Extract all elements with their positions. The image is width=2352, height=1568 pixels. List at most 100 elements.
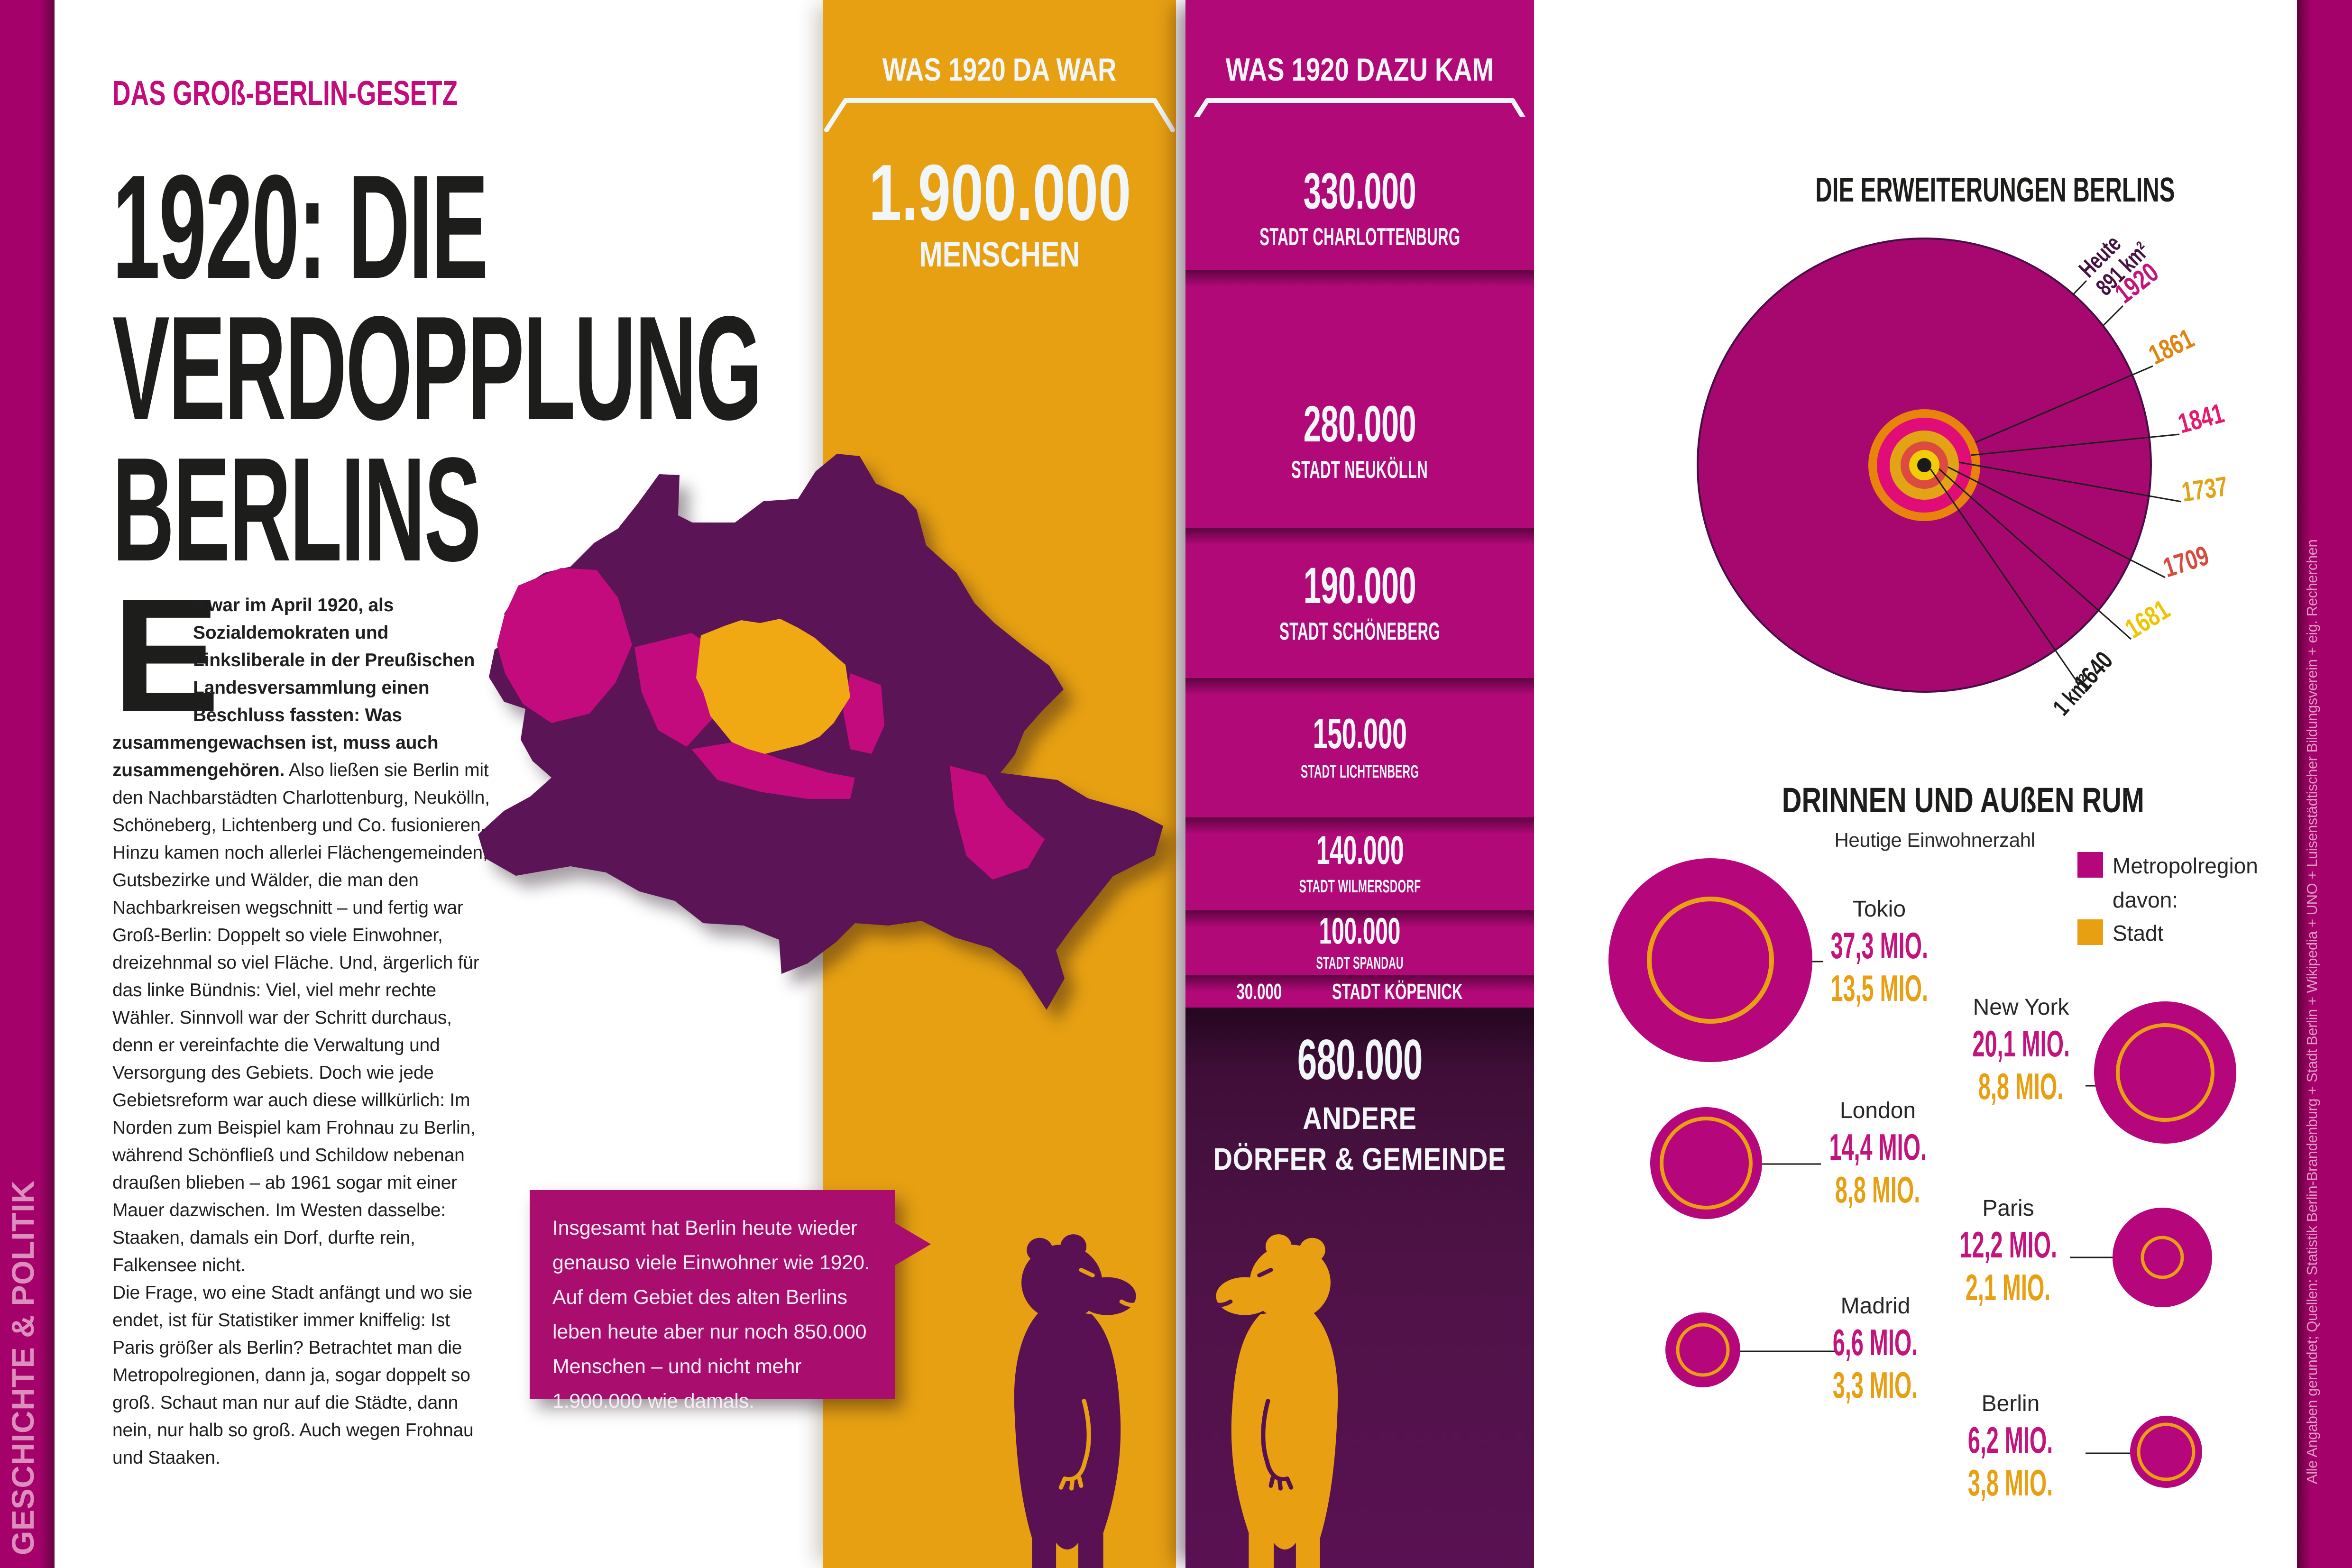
article-dropcap: E <box>112 565 220 745</box>
map-alt-berlin-center <box>696 619 850 754</box>
map-district-ost-mitte <box>843 673 884 754</box>
title-line-1: 1920: DIE <box>112 145 488 310</box>
page-kicker: DAS GROß-BERLIN-GESETZ <box>112 74 458 112</box>
left-edge-strip <box>0 0 55 1568</box>
erweiterungen-chart: Heute 891 km² 1920 1861 1841 1737 1709 1… <box>1697 230 2230 721</box>
staedte-bubbles <box>1608 858 2236 1488</box>
city-stadt-berlin: 3,8 MIO. <box>1968 1462 2053 1504</box>
block-charlottenburg-label: STADT CHARLOTTENBURG <box>1259 223 1461 251</box>
block-andere-value: 680.000 <box>1297 1028 1423 1091</box>
block-charlottenburg: 330.000 STADT CHARLOTTENBURG <box>1185 117 1534 270</box>
city-name-madrid: Madrid <box>1840 1293 1911 1319</box>
note-text: Insgesamt hat Berlin heute wieder genaus… <box>552 1217 870 1412</box>
block-wilmersdorf-value: 140.000 <box>1316 828 1404 873</box>
staedte-subtitle: Heutige Einwohnerzahl <box>1834 829 2035 851</box>
legend-label-metropolregion: Metropolregion <box>2113 853 2258 878</box>
block-spandau-label: STADT SPANDAU <box>1316 953 1404 973</box>
city-metro-london: 14,4 MIO. <box>1829 1126 1927 1168</box>
col-1920-header: WAS 1920 DA WAR <box>882 52 1117 88</box>
block-lichtenberg-value: 150.000 <box>1313 710 1407 758</box>
city-name-tokio: Tokio <box>1852 897 1906 922</box>
bubble-berlin <box>2130 1416 2202 1488</box>
cityring-london <box>1660 1117 1753 1210</box>
map-district-sued <box>691 742 855 799</box>
block-spandau-value: 100.000 <box>1319 910 1401 952</box>
map-district-spandau <box>497 568 632 723</box>
label-1737: 1737 <box>2180 471 2230 507</box>
label-1709: 1709 <box>2159 540 2213 583</box>
city-stadt-tokio: 13,5 MIO. <box>1830 967 1928 1009</box>
bubble-london <box>1650 1107 1762 1219</box>
city-metro-newyork: 20,1 MIO. <box>1972 1023 2070 1064</box>
bubble-tokio <box>1608 858 1812 1062</box>
col-dazu-header: WAS 1920 DAZU KAM <box>1225 52 1494 88</box>
note-box: Insgesamt hat Berlin heute wieder genaus… <box>530 1190 895 1412</box>
staedte-title: DRINNEN UND AUßEN RUM <box>1782 780 2145 820</box>
cityring-berlin <box>2137 1422 2196 1481</box>
article-lead: s war im April 1920, als Sozialdemokrate… <box>112 595 475 780</box>
bracket-orange <box>824 98 1175 132</box>
city-name-london: London <box>1839 1098 1916 1123</box>
block-koepenick-value: 30.000 <box>1236 979 1282 1004</box>
block-lichtenberg-label: STADT LICHTENBERG <box>1300 762 1419 782</box>
label-1841: 1841 <box>2175 398 2227 439</box>
cityring-tokio <box>1647 897 1774 1024</box>
page-title: 1920: DIE VERDOPPLUNG BERLINS <box>112 145 1231 592</box>
block-lichtenberg: 150.000 STADT LICHTENBERG <box>1185 678 1534 817</box>
bubble-newyork <box>2094 1001 2236 1144</box>
stat-1900000-unit: MENSCHEN <box>919 235 1080 274</box>
block-neukoelln-label: STADT NEUKÖLLN <box>1291 456 1428 484</box>
article-text: E s war im April 1920, als Sozialdemokra… <box>112 565 496 1472</box>
block-schoeneberg: 190.000 STADT SCHÖNEBERG <box>1185 528 1534 678</box>
city-metro-madrid: 6,6 MIO. <box>1833 1321 1918 1363</box>
label-1861: 1861 <box>2144 323 2198 370</box>
block-wilmersdorf-label: STADT WILMERSDORF <box>1299 877 1421 897</box>
section-label-vertical: GESCHICHTE & POLITIK <box>5 1180 40 1555</box>
block-charlottenburg-value: 330.000 <box>1303 162 1416 220</box>
ring-1640 <box>1917 458 1931 472</box>
block-andere-label2: DÖRFER & GEMEINDE <box>1213 1141 1507 1176</box>
erweiterungen-title: DIE ERWEITERUNGEN BERLINS <box>1815 171 2175 209</box>
article-para2: Die Frage, wo eine Stadt anfängt und wo … <box>112 1283 474 1468</box>
article-body: Also ließen sie Berlin mit den Nachbarst… <box>112 760 490 1275</box>
city-stadt-madrid: 3,3 MIO. <box>1833 1364 1918 1406</box>
cityring-paris <box>2141 1236 2184 1279</box>
legend-swatch-stadt <box>2077 919 2103 945</box>
berlin-map <box>478 454 1163 1010</box>
block-spandau: 100.000 STADT SPANDAU <box>1185 910 1534 975</box>
stat-1900000: 1.900.000 <box>869 148 1131 237</box>
legend-label-stadt: Stadt <box>2113 921 2164 945</box>
title-line-3: BERLINS <box>112 427 481 592</box>
column-dazu-kam: WAS 1920 DAZU KAM 330.000 STADT CHARLOTT… <box>1185 0 1534 1568</box>
block-neukoelln: 280.000 STADT NEUKÖLLN <box>1185 270 1534 528</box>
block-neukoelln-value: 280.000 <box>1303 395 1416 453</box>
city-stadt-london: 8,8 MIO. <box>1835 1169 1920 1210</box>
block-koepenick: 30.000 STADT KÖPENICK <box>1185 975 1534 1008</box>
cityring-newyork <box>2116 1023 2214 1122</box>
city-name-berlin: Berlin <box>1981 1391 2040 1416</box>
title-line-2: VERDOPPLUNG <box>112 286 762 451</box>
block-koepenick-label: STADT KÖPENICK <box>1332 979 1463 1004</box>
right-edge-strip <box>2297 0 2352 1568</box>
city-metro-paris: 12,2 MIO. <box>1959 1224 2057 1265</box>
city-metro-tokio: 37,3 MIO. <box>1830 925 1928 966</box>
note-arrow <box>894 1222 931 1266</box>
block-schoeneberg-value: 190.000 <box>1303 557 1416 614</box>
city-metro-berlin: 6,2 MIO. <box>1968 1419 2053 1461</box>
bracket-magenta <box>1186 98 1533 132</box>
bear-silhouette-left <box>1014 1234 1139 1568</box>
bubble-paris <box>2113 1208 2212 1307</box>
legend-swatch-metropolregion <box>2077 852 2103 878</box>
block-wilmersdorf: 140.000 STADT WILMERSDORF <box>1185 817 1534 910</box>
map-district-lichtenberg <box>950 766 1045 880</box>
city-stadt-paris: 2,1 MIO. <box>1966 1266 2051 1308</box>
city-stadt-newyork: 8,8 MIO. <box>1978 1065 2064 1107</box>
block-andere-label1: ANDERE <box>1303 1100 1417 1136</box>
col-dazu-headerzone: WAS 1920 DAZU KAM <box>1185 0 1534 117</box>
city-name-paris: Paris <box>1982 1196 2034 1221</box>
city-name-newyork: New York <box>1973 995 2069 1020</box>
bear-silhouette-right <box>1213 1234 1338 1568</box>
legend-label-davon: davon: <box>2113 888 2178 912</box>
block-schoeneberg-label: STADT SCHÖNEBERG <box>1279 618 1440 646</box>
